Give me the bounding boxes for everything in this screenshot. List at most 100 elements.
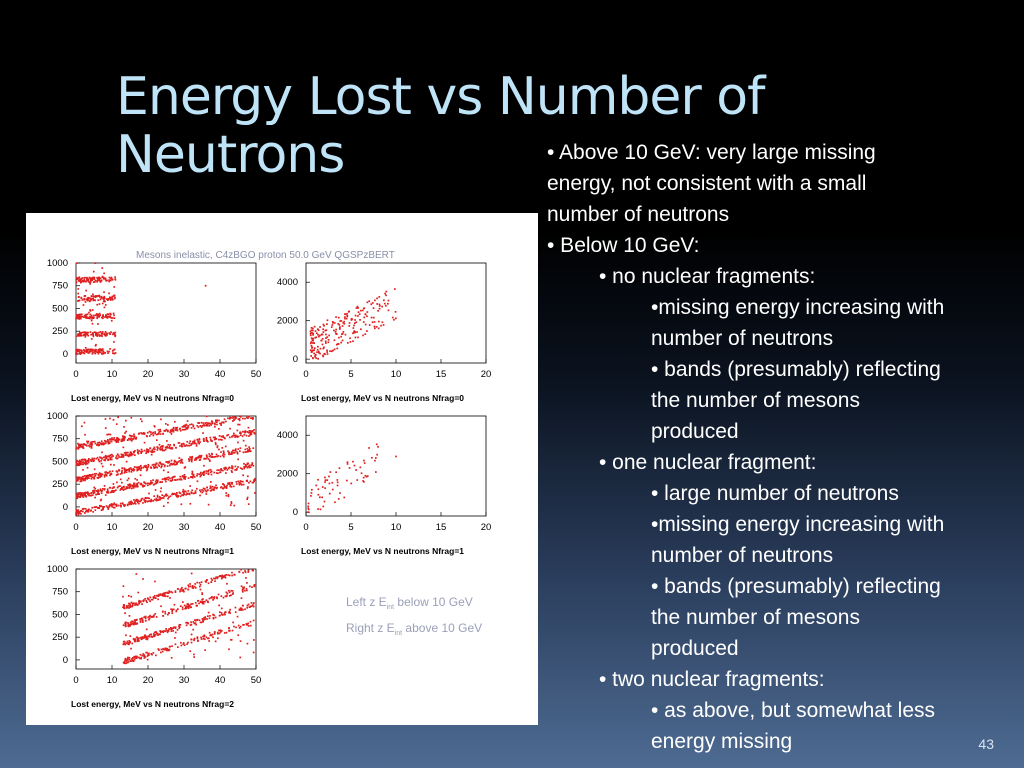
data-point bbox=[97, 323, 99, 325]
data-point bbox=[336, 343, 339, 345]
data-point bbox=[126, 504, 129, 507]
data-point bbox=[196, 456, 199, 459]
data-point bbox=[251, 430, 254, 432]
data-point bbox=[180, 460, 183, 463]
data-point bbox=[186, 621, 188, 624]
data-point bbox=[354, 330, 356, 333]
data-point bbox=[222, 453, 225, 455]
data-point bbox=[317, 358, 319, 360]
data-point bbox=[81, 477, 84, 480]
data-point bbox=[104, 442, 107, 444]
data-point bbox=[228, 467, 230, 470]
data-point bbox=[148, 430, 151, 433]
data-point bbox=[110, 458, 113, 461]
data-point bbox=[208, 459, 211, 461]
data-point bbox=[309, 330, 312, 333]
data-point bbox=[77, 511, 80, 513]
data-point bbox=[102, 506, 104, 508]
data-point bbox=[325, 337, 327, 339]
data-point bbox=[92, 334, 94, 336]
data-point bbox=[130, 500, 132, 503]
data-point bbox=[232, 417, 234, 419]
data-point bbox=[235, 434, 237, 437]
data-point bbox=[101, 335, 103, 338]
data-point bbox=[335, 333, 338, 335]
data-point bbox=[79, 331, 81, 334]
data-point bbox=[324, 479, 327, 481]
bullet-line: • no nuclear fragments: bbox=[599, 265, 816, 288]
data-point bbox=[213, 633, 216, 635]
data-point bbox=[357, 311, 360, 313]
data-point bbox=[82, 331, 85, 334]
data-point bbox=[96, 333, 99, 336]
data-point bbox=[126, 642, 129, 645]
data-point bbox=[138, 599, 141, 602]
data-point bbox=[371, 302, 374, 304]
data-point bbox=[354, 336, 357, 339]
data-point bbox=[131, 604, 134, 606]
data-point bbox=[75, 349, 77, 352]
data-point bbox=[321, 496, 323, 499]
data-point bbox=[203, 437, 205, 440]
data-point bbox=[87, 440, 90, 443]
x-tick-label: 30 bbox=[179, 369, 190, 380]
data-point bbox=[219, 422, 221, 425]
data-point bbox=[85, 350, 88, 353]
data-point bbox=[94, 474, 96, 477]
data-point bbox=[77, 462, 80, 465]
data-point bbox=[87, 317, 90, 320]
data-point bbox=[205, 472, 208, 475]
data-point bbox=[155, 462, 158, 465]
data-point bbox=[150, 500, 152, 503]
data-point bbox=[106, 489, 109, 492]
data-point bbox=[345, 317, 348, 320]
data-point bbox=[242, 586, 244, 589]
data-point bbox=[154, 613, 157, 615]
data-point bbox=[141, 450, 143, 453]
data-point bbox=[157, 479, 159, 482]
data-point bbox=[207, 503, 210, 506]
data-point bbox=[189, 502, 192, 505]
data-point bbox=[223, 575, 226, 578]
data-point bbox=[85, 333, 88, 336]
data-point bbox=[247, 486, 249, 488]
data-point bbox=[124, 470, 127, 473]
data-point bbox=[113, 490, 116, 492]
data-point bbox=[153, 425, 156, 427]
data-point bbox=[214, 422, 216, 425]
data-point bbox=[343, 322, 346, 325]
data-point bbox=[159, 481, 162, 483]
data-point bbox=[103, 488, 106, 491]
data-point bbox=[84, 347, 87, 349]
data-point bbox=[321, 338, 324, 340]
data-point bbox=[86, 279, 89, 282]
data-point bbox=[97, 459, 100, 462]
data-point bbox=[237, 466, 239, 468]
data-point bbox=[115, 503, 118, 506]
data-point bbox=[312, 337, 315, 340]
data-point bbox=[204, 489, 207, 492]
data-point bbox=[160, 466, 163, 469]
data-point bbox=[324, 481, 326, 483]
data-point bbox=[138, 500, 140, 502]
data-point bbox=[221, 439, 223, 441]
data-point bbox=[141, 636, 144, 638]
data-point bbox=[152, 463, 155, 466]
data-point bbox=[241, 468, 243, 470]
data-point bbox=[181, 586, 183, 589]
data-point bbox=[78, 444, 81, 447]
scatter-figure: Mesons inelastic, C4zBGO proton 50.0 GeV… bbox=[26, 213, 538, 725]
data-point bbox=[108, 292, 110, 295]
data-point bbox=[202, 422, 205, 424]
data-point bbox=[311, 349, 314, 352]
data-point bbox=[142, 621, 144, 623]
data-point bbox=[331, 324, 334, 326]
data-point bbox=[164, 448, 167, 451]
data-point bbox=[144, 500, 147, 502]
data-point bbox=[95, 472, 98, 475]
data-point bbox=[91, 309, 94, 311]
data-point bbox=[211, 422, 213, 425]
data-point bbox=[246, 623, 249, 626]
data-point bbox=[326, 323, 328, 325]
data-point bbox=[79, 278, 81, 280]
